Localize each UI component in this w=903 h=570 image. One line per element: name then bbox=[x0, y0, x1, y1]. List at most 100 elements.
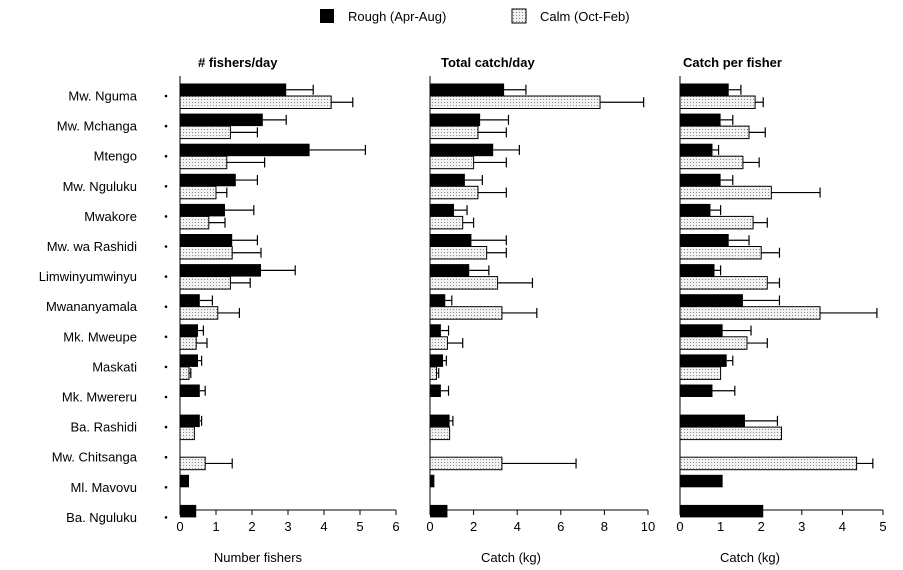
bar-calm bbox=[179, 155, 228, 170]
bar-rough bbox=[430, 294, 446, 307]
category-marker bbox=[164, 455, 168, 459]
category-label: Mw. Mchanga bbox=[57, 119, 138, 134]
x-axis-label: Catch (kg) bbox=[481, 550, 541, 565]
bar-calm bbox=[429, 185, 479, 200]
bar-calm bbox=[429, 125, 479, 140]
bar-calm bbox=[429, 155, 475, 170]
bar-calm bbox=[179, 185, 217, 200]
legend: Rough (Apr-Aug) Calm (Oct-Feb) bbox=[320, 8, 630, 24]
category-marker bbox=[164, 425, 168, 429]
bar-rough bbox=[430, 414, 450, 428]
bar-calm bbox=[679, 155, 744, 170]
bar-calm bbox=[429, 456, 503, 471]
category-label: Limwinyumwinyu bbox=[39, 269, 137, 284]
bar-calm bbox=[179, 336, 197, 350]
bar-calm bbox=[179, 125, 231, 140]
x-tick-label: 5 bbox=[356, 519, 363, 534]
bar-calm bbox=[679, 185, 772, 200]
category-marker bbox=[164, 335, 168, 339]
x-tick-label: 3 bbox=[798, 519, 805, 534]
bar-calm bbox=[429, 215, 464, 230]
bar-calm bbox=[679, 306, 821, 320]
bar-rough bbox=[430, 384, 441, 397]
x-tick-label: 0 bbox=[426, 519, 433, 534]
bar-rough bbox=[680, 414, 745, 428]
category-marker bbox=[164, 275, 168, 278]
bar-calm bbox=[179, 95, 332, 109]
category-marker bbox=[164, 245, 168, 248]
bar-calm bbox=[679, 456, 858, 471]
bar-rough bbox=[430, 143, 494, 157]
category-label: Mw. Nguluku bbox=[63, 179, 137, 194]
bar-calm bbox=[179, 306, 219, 320]
bar-rough bbox=[180, 113, 263, 127]
bar-calm bbox=[679, 246, 762, 260]
bar-calm bbox=[179, 215, 210, 230]
category-marker bbox=[164, 94, 168, 98]
category-marker bbox=[164, 215, 168, 218]
legend-label-rough: Rough (Apr-Aug) bbox=[348, 9, 446, 24]
bar-rough bbox=[430, 83, 505, 96]
x-tick-label: 1 bbox=[212, 519, 219, 534]
panel-total-catch-per-day: Total catch/day Catch (kg) 0 2 4 6 8 10 bbox=[426, 55, 655, 565]
bar-rough bbox=[430, 324, 441, 337]
bar-calm bbox=[429, 246, 488, 260]
bar-rough bbox=[180, 83, 287, 96]
category-label: Ba. Nguluku bbox=[66, 510, 137, 525]
category-label: Mk. Mweupe bbox=[63, 329, 137, 344]
category-marker bbox=[164, 516, 168, 519]
x-tick-label: 6 bbox=[392, 519, 399, 534]
category-label: Mw. Nguma bbox=[68, 89, 137, 104]
bar-rough bbox=[180, 504, 197, 518]
x-tick-label: 5 bbox=[879, 519, 886, 534]
bar-calm bbox=[429, 95, 601, 109]
bar-rough bbox=[680, 83, 729, 96]
category-label: Mw. Chitsanga bbox=[52, 450, 138, 465]
bar-rough bbox=[430, 203, 454, 217]
x-axis-label: Number fishers bbox=[214, 550, 303, 565]
category-label: Mwakore bbox=[84, 209, 137, 224]
legend-label-calm: Calm (Oct-Feb) bbox=[540, 9, 630, 24]
x-tick-label: 3 bbox=[284, 519, 291, 534]
x-tick-label: 2 bbox=[758, 519, 765, 534]
bar-calm bbox=[429, 426, 451, 441]
category-marker bbox=[164, 154, 168, 158]
bar-calm bbox=[179, 366, 190, 380]
panel-title: # fishers/day bbox=[198, 55, 278, 70]
bar-rough bbox=[430, 173, 465, 187]
bar-calm bbox=[429, 366, 438, 380]
bar-calm bbox=[179, 246, 233, 260]
bar-calm bbox=[679, 426, 782, 441]
x-tick-label: 1 bbox=[717, 519, 724, 534]
category-marker bbox=[164, 185, 168, 188]
x-tick-label: 4 bbox=[839, 519, 846, 534]
bar-rough bbox=[180, 143, 310, 157]
bar-calm bbox=[179, 456, 206, 471]
panel-title: Total catch/day bbox=[441, 55, 535, 70]
bar-calm bbox=[679, 215, 754, 230]
bar-rough bbox=[680, 504, 764, 518]
bar-rough bbox=[180, 173, 236, 187]
bar-rough bbox=[680, 294, 743, 307]
bar-rough bbox=[430, 113, 481, 127]
bar-rough bbox=[680, 324, 723, 337]
bar-rough bbox=[680, 474, 723, 488]
bar-calm bbox=[679, 125, 750, 140]
x-tick-label: 0 bbox=[676, 519, 683, 534]
bar-rough bbox=[180, 354, 198, 367]
bar-calm bbox=[679, 336, 748, 350]
bar-calm bbox=[679, 276, 768, 290]
bar-rough bbox=[180, 474, 189, 488]
category-label: Ml. Mavovu bbox=[71, 480, 137, 495]
bar-rough bbox=[680, 113, 721, 127]
category-label: Ba. Rashidi bbox=[71, 420, 138, 435]
category-label: Mk. Mwereru bbox=[62, 390, 137, 405]
category-label: Mwananyamala bbox=[46, 299, 138, 314]
bar-rough bbox=[680, 384, 713, 397]
bar-rough bbox=[180, 414, 200, 428]
bar-rough bbox=[680, 264, 715, 277]
x-tick-label: 2 bbox=[248, 519, 255, 534]
category-marker bbox=[164, 365, 168, 369]
x-tick-label: 10 bbox=[641, 519, 655, 534]
